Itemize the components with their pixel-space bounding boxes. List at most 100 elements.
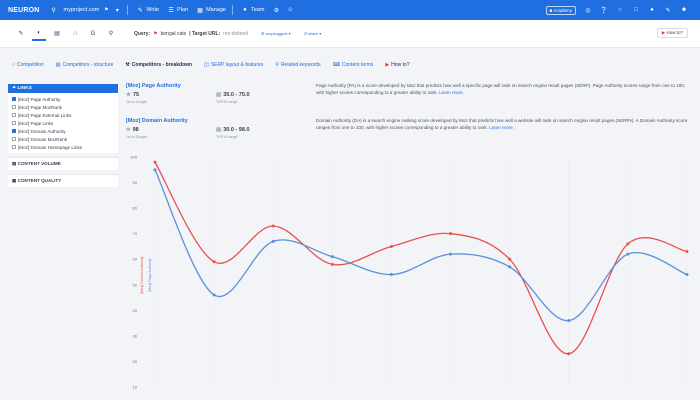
edit-icon[interactable]: ✎ [665, 7, 671, 14]
sidebar-section-content-volume[interactable]: ▤ CONTENT VOLUME [8, 157, 118, 170]
tab-competitors-breakdown[interactable]: ⚒ Competitors - breakdown [125, 62, 192, 68]
data-point[interactable] [389, 244, 393, 248]
metric-title[interactable]: [Moz] Page Authority [126, 83, 181, 89]
flag-icon: ⚑ [153, 30, 158, 37]
sidebar-item-page-links[interactable]: [Moz] Page Links [12, 119, 114, 127]
y-tick-label: 40 [133, 308, 138, 313]
nav-team[interactable]: ● Team [241, 6, 264, 14]
data-point[interactable] [685, 250, 689, 254]
checkbox[interactable] [12, 137, 16, 141]
messages-icon[interactable]: □ [634, 7, 638, 13]
data-point[interactable] [567, 319, 571, 323]
learn-more-link[interactable]: Learn more. [489, 125, 514, 130]
chat-icon[interactable]: ○ [618, 7, 622, 13]
metric-title[interactable]: [Moz] Domain Authority [126, 118, 188, 124]
tab-how-to[interactable]: ▶ How to? [385, 62, 409, 68]
tool-network-icon[interactable]: ∴ [73, 31, 77, 37]
sidebar-item-domain-homepage-links[interactable]: [Moz] Domain Homepage Links [12, 143, 114, 151]
tab-label: Competition [17, 62, 44, 68]
account-icon[interactable]: ☻ [680, 7, 688, 13]
youtube-icon: ▶ [385, 62, 390, 68]
query-label: Query: [134, 30, 151, 37]
checkbox[interactable] [12, 113, 16, 117]
nav-plan[interactable]: ☰ Plan [167, 6, 188, 14]
gear-icon[interactable]: ⚙ [273, 7, 280, 14]
series-line [154, 161, 688, 355]
tool-edit-icon[interactable]: ✎ [18, 31, 24, 37]
data-point[interactable] [271, 239, 275, 243]
sidebar-item-domain-authority[interactable]: [Moz] Domain Authority [12, 127, 114, 135]
description-text: Page Authority (PA) is a score developed… [316, 83, 686, 95]
checkbox[interactable] [12, 145, 16, 149]
sidebar-header-label: LINKS [17, 86, 32, 91]
authority-line-chart: 10 20 30 40 50 60 70 80 90 100 [Moz] Domain Author… [130, 155, 689, 390]
data-point[interactable] [449, 252, 453, 256]
app-logo[interactable]: NEURON [8, 6, 40, 14]
learn-more-link[interactable]: Learn more. [439, 90, 464, 95]
plan-icon: ☰ [168, 7, 174, 14]
tab-competitors-structure[interactable]: ▤ Competitors - structure [56, 62, 114, 68]
data-point[interactable] [626, 252, 630, 256]
y-tick-label: 50 [133, 282, 138, 287]
data-point[interactable] [626, 242, 630, 246]
data-point[interactable] [212, 293, 216, 297]
y-axis-label: [Moz] Domain Authority [140, 256, 144, 293]
data-point[interactable] [449, 232, 453, 236]
settings-pill[interactable]: ⚙ serpsuggest ▾ [260, 31, 291, 36]
data-point[interactable] [567, 352, 571, 356]
tab-serp-layout[interactable]: ◫ SERP layout & features [204, 62, 263, 68]
tab-label: How to? [391, 62, 410, 68]
data-point[interactable] [212, 260, 216, 264]
how-to-button[interactable]: ▶ How to? [656, 28, 688, 38]
nav-write[interactable]: ✎ Write [136, 6, 159, 14]
academy-button[interactable]: ■ Academy [545, 5, 576, 15]
data-point[interactable] [271, 224, 275, 228]
sidebar-item-page-authority[interactable]: [Moz] Page Authority [12, 95, 114, 103]
checkbox[interactable] [12, 129, 16, 133]
how-to-label: How to? [666, 30, 683, 35]
target-label: | Target URL: [189, 30, 221, 37]
sidebar-section-content-quality[interactable]: ▣ CONTENT QUALITY [8, 174, 118, 187]
y-tick-label: 20 [133, 359, 138, 364]
user-settings-icon[interactable]: ☺ [287, 7, 294, 13]
tool-analysis-icon[interactable]: ◐ [32, 27, 46, 41]
nav-divider [127, 5, 129, 15]
nav-team-label: Team [250, 7, 265, 13]
analysis-tabs: ○ Competition ▤ Competitors - structure ⚒ C… [0, 58, 700, 72]
tab-competition[interactable]: ○ Competition [12, 62, 44, 68]
tab-related-keywords[interactable]: ⚲ Related keywords [275, 62, 320, 68]
tool-bars-icon[interactable]: ▤ [54, 31, 60, 37]
broadcast-icon[interactable]: ◎ [585, 7, 591, 14]
sidebar-item-domain-mozrank[interactable]: [Moz] Domain MozRank [12, 135, 114, 143]
data-point[interactable] [153, 168, 157, 172]
nav-manage[interactable]: ▦ Manage [196, 6, 226, 14]
top-right-actions: ■ Academy ◎ ❔ ○ □ ♠ ✎ ☻ [545, 5, 689, 15]
bell-icon[interactable]: ♠ [650, 7, 654, 13]
sidebar-item-page-external-links[interactable]: [Moz] Page External Links [12, 111, 114, 119]
target-value: not defined [223, 30, 248, 37]
tab-content-terms[interactable]: ⌨ Content terms [333, 62, 374, 68]
data-point[interactable] [508, 257, 512, 261]
project-selector[interactable]: myproject.com ⚑ ▾ [64, 6, 122, 14]
data-point[interactable] [685, 273, 689, 277]
data-point[interactable] [153, 160, 157, 164]
checkbox[interactable] [12, 97, 16, 101]
chart-lines [153, 160, 689, 356]
share-pill[interactable]: ↺ share ▾ [303, 31, 322, 36]
tool-google-icon[interactable]: G [90, 30, 96, 37]
sidebar-header-links[interactable]: ⚭ LINKS [8, 84, 118, 93]
project-name: myproject.com [63, 7, 100, 13]
tool-search-icon[interactable]: ⚲ [108, 31, 114, 37]
checkbox[interactable] [12, 121, 16, 125]
data-point[interactable] [330, 262, 334, 266]
sidebar-item-label: [Moz] Domain Homepage Links [18, 144, 83, 150]
search-icon[interactable]: ⚲ [51, 7, 56, 14]
data-point[interactable] [508, 265, 512, 269]
help-icon[interactable]: ❔ [600, 7, 608, 14]
sidebar-item-page-mozrank[interactable]: [Moz] Page MozRank [12, 103, 114, 111]
checkbox[interactable] [12, 105, 16, 109]
sidebar-section-label: CONTENT VOLUME [17, 161, 61, 166]
data-point[interactable] [389, 273, 393, 277]
tab-label: Competitors - breakdown [131, 62, 193, 68]
data-point[interactable] [330, 255, 334, 259]
